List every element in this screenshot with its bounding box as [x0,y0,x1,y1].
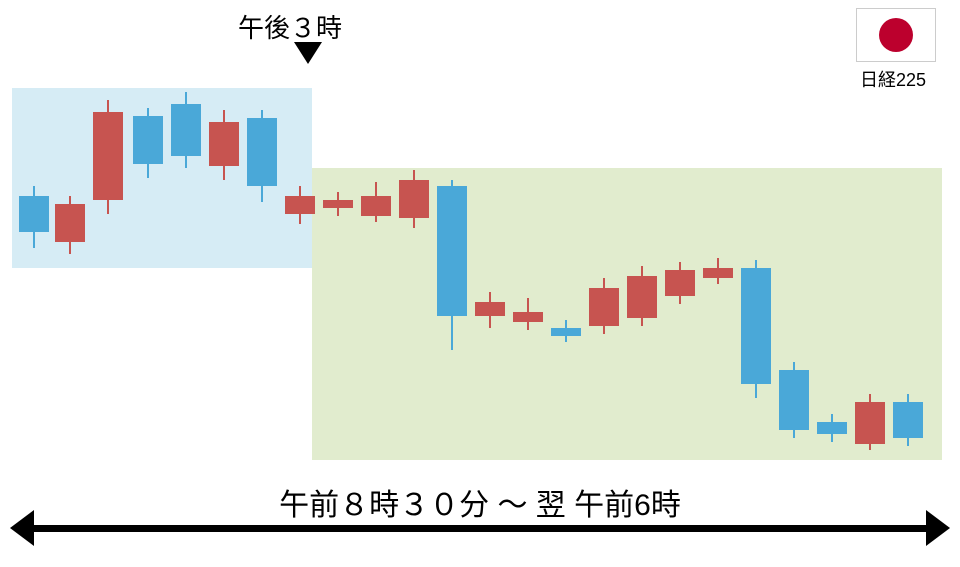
session-close-label: 午後３時 [220,8,360,45]
candle-body [323,200,353,208]
candle-body [779,370,809,430]
candle-body [741,268,771,384]
down-triangle-icon [294,42,322,64]
candle-body [285,196,315,214]
index-label: 日経225 [860,66,926,92]
candle-body [855,402,885,444]
flag-circle [879,18,913,52]
candle-body [589,288,619,326]
candle-body [817,422,847,434]
candle-body [93,112,123,200]
candle-body [247,118,277,186]
candle-body [665,270,695,296]
candle-body [437,186,467,316]
candle-body [513,312,543,322]
japan-flag-icon [856,8,936,62]
candle-body [551,328,581,336]
candle-body [133,116,163,164]
arrow-line [28,525,932,532]
candle-body [55,204,85,242]
candle-body [475,302,505,316]
arrow-head-right-icon [926,510,950,546]
candle-body [209,122,239,166]
candle-body [399,180,429,218]
candle-body [893,402,923,438]
candle-body [361,196,391,216]
candle-body [171,104,201,156]
candle-body [703,268,733,278]
candle-body [627,276,657,318]
candle-body [19,196,49,232]
timeline-label: 午前８時３０分 〜 翌 午前6時 [0,480,960,524]
